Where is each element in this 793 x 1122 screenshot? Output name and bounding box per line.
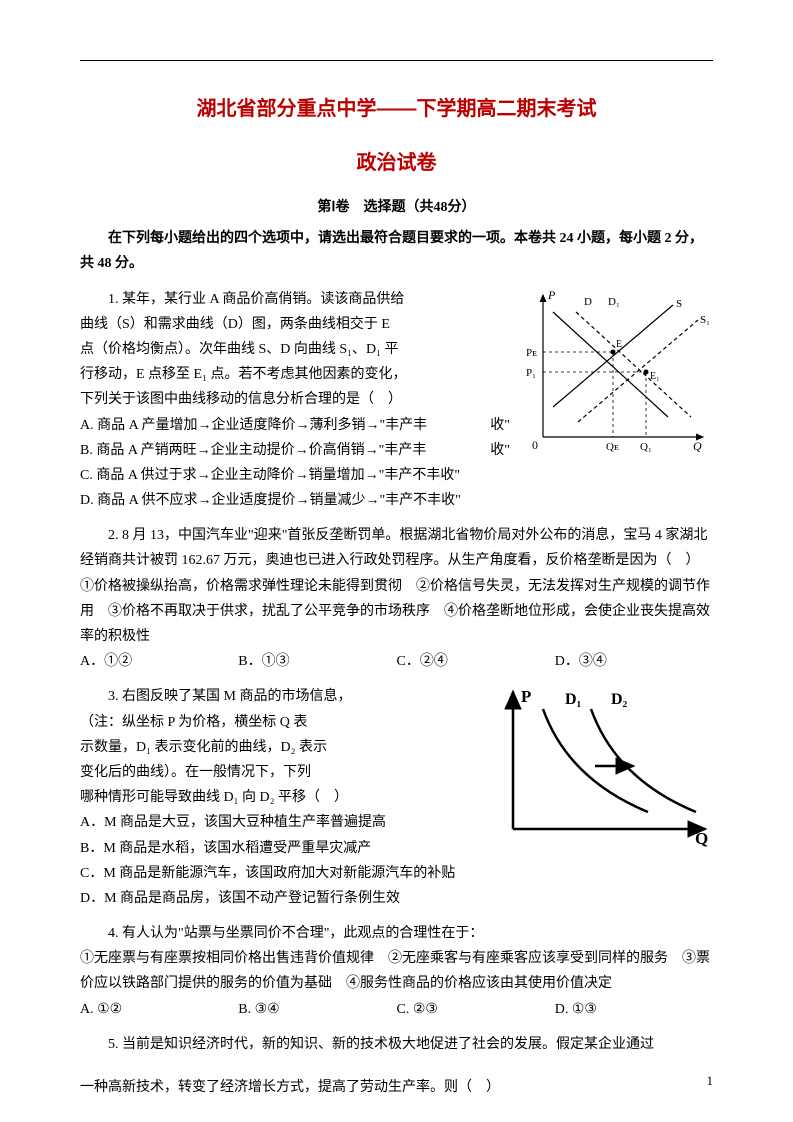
q5-p2: 一种高新技术，转变了经济增长方式，提高了劳动生产率。则（ ）	[80, 1075, 713, 1100]
svg-text:D₂: D₂	[611, 691, 628, 708]
section-header: 第Ⅰ卷 选择题（共48分）	[80, 195, 713, 220]
svg-text:Q: Q	[693, 439, 702, 453]
svg-text:D: D	[584, 296, 592, 308]
svg-text:E: E	[616, 339, 622, 350]
svg-text:D₁: D₁	[608, 296, 620, 308]
q4-option-c: C. ②③	[397, 997, 555, 1022]
option-text: A. 商品 A 产量增加→企业适度降价→薄利多销→"丰产丰	[80, 418, 427, 433]
option-tail: 收"	[490, 413, 510, 438]
question-5: 5. 当前是知识经济时代，新的知识、新的技术极大地促进了社会的发展。假定某企业通…	[80, 1032, 713, 1100]
q2-option-b: B．①③	[238, 649, 396, 674]
main-title: 湖北省部分重点中学——下学期高二期末考试	[80, 91, 713, 127]
svg-text:0: 0	[532, 438, 538, 452]
q4-option-a: A. ①②	[80, 997, 238, 1022]
q2-options: A．①② B．①③ C．②④ D．③④	[80, 649, 713, 674]
q2-statements: ①价格被操纵抬高，价格需求弹性理论未能得到贯彻 ②价格信号失灵，无法发挥对生产规…	[80, 574, 713, 650]
q4-options: A. ①② B. ③④ C. ②③ D. ①③	[80, 997, 713, 1022]
svg-text:P₁: P₁	[526, 367, 536, 379]
option-text: B. 商品 A 产销两旺→企业主动提价→价高俏销→"丰产丰	[80, 443, 426, 458]
q3-option-d: D．M 商品是商品房，该国不动产登记暂行条例生效	[80, 886, 713, 911]
svg-text:Q₁: Q₁	[640, 441, 652, 453]
q1-chart: P D D₁ S S₁ E E₁ Pᴇ P₁ Qᴇ Q₁ Q 0	[518, 287, 713, 462]
q2-option-a: A．①②	[80, 649, 238, 674]
svg-text:Q: Q	[695, 829, 708, 848]
option-tail: 收"	[490, 438, 510, 463]
question-1: P D D₁ S S₁ E E₁ Pᴇ P₁ Qᴇ Q₁ Q 0 1. 某年，某…	[80, 287, 713, 514]
svg-text:S₁: S₁	[700, 314, 710, 326]
q2-option-d: D．③④	[555, 649, 713, 674]
page-number: 1	[707, 1069, 714, 1092]
q1-option-c: C. 商品 A 供过于求→企业主动降价→销量增加→"丰产不丰收"	[80, 463, 713, 488]
q2-text: 2. 8 月 13，中国汽车业"迎来"首张反垄断罚单。根据湖北省物价局对外公布的…	[80, 523, 713, 573]
top-rule	[80, 60, 713, 61]
svg-text:Qᴇ: Qᴇ	[606, 441, 619, 453]
q2-option-c: C．②④	[397, 649, 555, 674]
svg-text:P: P	[521, 687, 531, 706]
question-4: 4. 有人认为"站票与坐票同价不合理"，此观点的合理性在于： ①无座票与有座票按…	[80, 921, 713, 1022]
svg-text:P: P	[547, 288, 556, 302]
q1-option-d: D. 商品 A 供不应求→企业适度提价→销量减少→"丰产不丰收"	[80, 488, 713, 513]
instructions: 在下列每小题给出的四个选项中，请选出最符合题目要求的一项。本卷共 24 小题，每…	[80, 226, 713, 276]
q5-p1: 5. 当前是知识经济时代，新的知识、新的技术极大地促进了社会的发展。假定某企业通…	[80, 1032, 713, 1057]
q3-option-c: C．M 商品是新能源汽车，该国政府加大对新能源汽车的补贴	[80, 861, 713, 886]
q3-chart: P D₁ D₂ Q	[483, 684, 713, 849]
question-2: 2. 8 月 13，中国汽车业"迎来"首张反垄断罚单。根据湖北省物价局对外公布的…	[80, 523, 713, 674]
svg-text:S: S	[676, 298, 682, 310]
q4-option-b: B. ③④	[238, 997, 396, 1022]
q4-option-d: D. ①③	[555, 997, 713, 1022]
sub-title: 政治试卷	[80, 145, 713, 181]
svg-text:D₁: D₁	[565, 691, 582, 708]
svg-text:E₁: E₁	[650, 371, 660, 382]
question-3: P D₁ D₂ Q 3. 右图反映了某国 M 商品的市场信息， （注：纵坐标 P…	[80, 684, 713, 911]
q4-text: 4. 有人认为"站票与坐票同价不合理"，此观点的合理性在于：	[80, 921, 713, 946]
svg-text:Pᴇ: Pᴇ	[526, 347, 537, 359]
q4-statements: ①无座票与有座票按相同价格出售违背价值规律 ②无座乘客与有座乘客应该享受到同样的…	[80, 946, 713, 996]
